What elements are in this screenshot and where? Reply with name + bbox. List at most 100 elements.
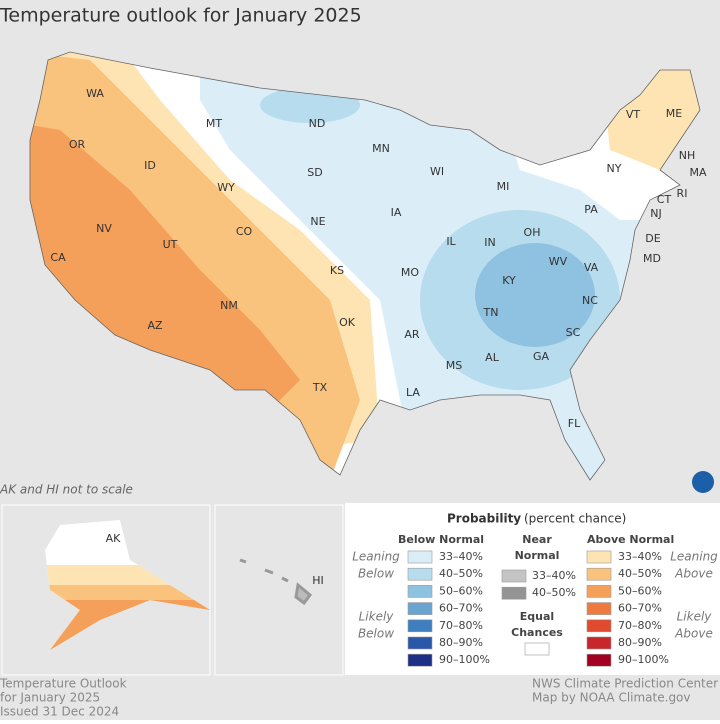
state-label: MT: [206, 117, 222, 130]
state-label: KS: [330, 264, 344, 277]
state-label: AL: [485, 351, 500, 364]
legend-label: 50–60%: [618, 584, 662, 597]
legend-label: 50–60%: [439, 584, 483, 597]
legend-side-label: Likely: [359, 610, 395, 624]
legend-label: 70–80%: [439, 619, 483, 632]
legend-swatch: [407, 636, 433, 650]
state-label: AK: [106, 532, 122, 545]
state-label: IN: [484, 236, 495, 249]
state-label: NH: [679, 149, 696, 162]
legend-swatch: [501, 586, 527, 600]
state-label: WA: [86, 87, 104, 100]
legend-label: 33–40%: [618, 550, 662, 563]
legend-swatch: [407, 602, 433, 615]
state-label: GA: [533, 350, 550, 363]
above-header: Above Normal: [587, 533, 674, 546]
state-label: WY: [217, 181, 235, 194]
legend-label: 33–40%: [532, 569, 576, 582]
state-label: MA: [689, 166, 706, 179]
map-title: Temperature outlook for January 2025: [0, 5, 362, 27]
scale-note: AK and HI not to scale: [0, 483, 133, 497]
state-label: ND: [309, 117, 326, 130]
legend-side-label: Likely: [677, 610, 713, 624]
legend-swatch: [586, 567, 612, 581]
state-label: AR: [404, 328, 420, 341]
state-label: FL: [568, 417, 581, 430]
state-label: MS: [446, 359, 462, 372]
state-label: VA: [584, 261, 599, 274]
state-label: NE: [310, 215, 325, 228]
legend-label: 90–100%: [439, 653, 490, 666]
legend-side-label: Above: [674, 567, 713, 581]
legend-swatch: [407, 619, 433, 633]
state-label: NY: [607, 162, 622, 175]
legend-swatch: [407, 550, 433, 564]
legend-swatch: [407, 567, 433, 581]
legend-swatch: [586, 585, 612, 598]
state-label: MO: [401, 266, 419, 279]
legend-side-label: Leaning: [670, 550, 718, 564]
us-outline: [29, 51, 701, 481]
hawaii-inset: [214, 504, 344, 676]
state-label: MN: [372, 142, 390, 155]
legend-label: 90–100%: [618, 653, 669, 666]
legend-label: 70–80%: [618, 619, 662, 632]
state-label: WI: [430, 165, 444, 178]
legend-side-label: Below: [358, 567, 394, 581]
legend-title: Probability: [447, 512, 521, 526]
footer-left: Temperature Outlook: [0, 677, 127, 691]
state-label: ME: [666, 107, 682, 120]
legend-swatch: [586, 602, 612, 615]
below-50-60: [475, 243, 595, 347]
legend-swatch: [407, 653, 433, 667]
state-label: NM: [220, 299, 238, 312]
legend-side-label: Below: [358, 627, 394, 641]
state-label: LA: [406, 386, 420, 399]
legend-swatch: [407, 585, 433, 598]
state-label: OR: [69, 138, 86, 151]
state-label: OH: [524, 226, 541, 239]
legend-swatch: [586, 636, 612, 650]
state-label: AZ: [147, 319, 163, 332]
state-label: UT: [163, 238, 178, 251]
legend-swatch: [586, 653, 612, 667]
state-label: VT: [626, 108, 641, 121]
legend-subtitle: (percent chance): [524, 512, 626, 526]
legend-label: 80–90%: [618, 636, 662, 649]
state-label: NJ: [650, 207, 661, 220]
state-label: OK: [339, 316, 356, 329]
state-label: KY: [502, 274, 516, 287]
state-label: SD: [307, 166, 322, 179]
footer-right: Map by NOAA Climate.gov: [532, 691, 691, 705]
near-header: Normal: [515, 549, 560, 562]
legend-label: 40–50%: [618, 567, 662, 580]
state-label: NC: [582, 294, 598, 307]
state-label: PA: [584, 203, 598, 216]
state-label: HI: [312, 574, 324, 587]
state-label: CO: [236, 225, 253, 238]
legend-label: 33–40%: [439, 550, 483, 563]
below-header: Below Normal: [398, 533, 484, 546]
hawaii-islands: [239, 558, 313, 606]
legend-swatch: [586, 619, 612, 633]
legend-swatch: [501, 569, 527, 583]
state-label: ID: [144, 159, 156, 172]
state-label: DE: [645, 232, 660, 245]
state-label: WV: [549, 255, 568, 268]
near-header: Near: [522, 533, 552, 546]
state-label: RI: [677, 187, 688, 200]
state-label: MI: [497, 180, 510, 193]
legend-label: 80–90%: [439, 636, 483, 649]
state-label: SC: [566, 326, 581, 339]
state-label: TN: [483, 306, 499, 319]
legend-label: 40–50%: [439, 567, 483, 580]
legend-side-label: Leaning: [352, 550, 400, 564]
legend-side-label: Above: [674, 627, 713, 641]
footer-left: for January 2025: [0, 691, 100, 705]
footer-left: Issued 31 Dec 2024: [0, 705, 119, 719]
state-label: CA: [50, 251, 66, 264]
footer-right: NWS Climate Prediction Center: [532, 677, 718, 691]
legend-swatch: [586, 550, 612, 564]
noaa-logo: [692, 471, 714, 493]
equal-header: Chances: [511, 626, 563, 639]
